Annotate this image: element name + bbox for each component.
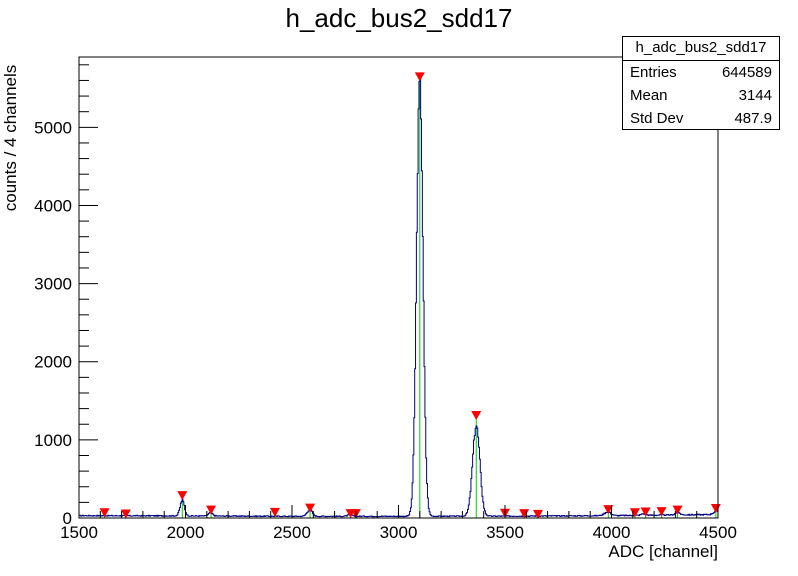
y-tick-label: 2000 — [34, 353, 72, 372]
peak-marker — [177, 491, 188, 501]
y-tick-label: 5000 — [34, 118, 72, 137]
peak-marker — [414, 72, 425, 82]
x-tick-label: 3000 — [380, 523, 418, 542]
stats-entries-value: 644589 — [721, 64, 772, 81]
peak-marker — [206, 505, 217, 515]
stats-mean-value: 3144 — [738, 87, 772, 104]
peak-marker — [99, 508, 110, 518]
peak-marker — [603, 505, 614, 515]
peak-marker — [471, 411, 482, 421]
y-tick-label: 3000 — [34, 275, 72, 294]
x-tick-label: 3500 — [486, 523, 524, 542]
x-tick-label: 4000 — [593, 523, 631, 542]
stats-mean-row: Mean 3144 — [623, 84, 779, 107]
x-tick-label: 4500 — [699, 523, 737, 542]
x-tick-label: 1500 — [60, 523, 98, 542]
y-tick-label: 4000 — [34, 196, 72, 215]
y-tick-label: 1000 — [34, 431, 72, 450]
peak-marker — [533, 509, 544, 519]
y-axis-label: counts / 4 channels — [1, 65, 20, 211]
x-tick-label: 2000 — [167, 523, 205, 542]
stats-entries-label: Entries — [630, 64, 677, 81]
x-axis-label: ADC [channel] — [608, 542, 718, 561]
peak-marker — [672, 505, 683, 515]
stats-mean-label: Mean — [630, 87, 668, 104]
stats-box: h_adc_bus2_sdd17 Entries 644589 Mean 314… — [622, 36, 780, 130]
y-tick-label: 0 — [63, 509, 72, 528]
peak-marker — [640, 507, 651, 517]
peak-marker — [305, 503, 316, 513]
peak-marker — [629, 508, 640, 518]
stats-stddev-row: Std Dev 487.9 — [623, 107, 779, 130]
peak-marker — [710, 504, 721, 514]
x-tick-label: 2500 — [273, 523, 311, 542]
peak-marker — [656, 507, 667, 517]
stats-entries-row: Entries 644589 — [623, 61, 779, 84]
stats-stddev-value: 487.9 — [734, 110, 772, 127]
stats-title: h_adc_bus2_sdd17 — [623, 37, 779, 61]
chart-title: h_adc_bus2_sdd17 — [286, 3, 513, 33]
histogram-series — [79, 79, 718, 518]
peak-marker — [269, 507, 280, 517]
peak-marker — [120, 509, 131, 519]
stats-stddev-label: Std Dev — [630, 110, 684, 127]
